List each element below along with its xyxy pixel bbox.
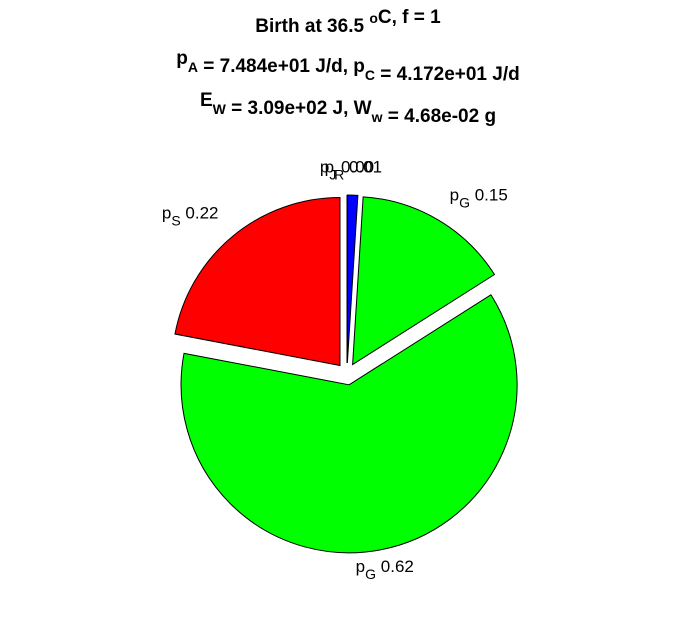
label-prefix: p xyxy=(356,557,365,576)
title-text: p xyxy=(176,48,188,69)
pie-slice xyxy=(174,197,341,367)
title-text: C, f = 1 xyxy=(378,7,441,28)
label-value: 0.22 xyxy=(185,204,218,223)
label-sub: S xyxy=(171,213,180,229)
title-text: Birth at 36.5 xyxy=(255,16,369,37)
label-prefix: p xyxy=(320,157,329,176)
title-text: = 4.68e-02 g xyxy=(383,106,497,127)
chart-title: Birth at 36.5 oC, f = 1 xyxy=(255,7,441,37)
slice-label: pR 0.01 xyxy=(325,157,382,182)
title-sub: w xyxy=(371,109,383,125)
label-sub: G xyxy=(459,194,470,210)
label-sub: G xyxy=(365,566,376,582)
title-sub: W xyxy=(213,101,227,117)
label-prefix: p xyxy=(450,185,459,204)
label-value: 0.00 xyxy=(341,157,374,176)
title-text: = 3.09e+02 J, W xyxy=(226,98,372,119)
label-sub: J xyxy=(329,166,336,182)
slice-label: pJ 0.00 xyxy=(320,157,374,182)
label-prefix: p xyxy=(162,204,171,223)
slice-label: pG 0.15 xyxy=(450,185,508,210)
title-text: = 7.484e+01 J/d, p xyxy=(198,56,365,77)
label-value: 0.01 xyxy=(349,157,382,176)
chart-title: EW = 3.09e+02 J, Ww = 4.68e-02 g xyxy=(200,90,496,127)
title-text: = 4.172e+01 J/d xyxy=(375,64,520,85)
pie-slice xyxy=(180,294,518,554)
chart-title: pA = 7.484e+01 J/d, pC = 4.172e+01 J/d xyxy=(176,48,519,85)
label-prefix: p xyxy=(325,157,334,176)
title-sub: A xyxy=(188,59,198,75)
pie-slice xyxy=(352,196,496,366)
title-sub: C xyxy=(365,67,375,83)
slice-label: pG 0.62 xyxy=(356,557,414,582)
label-value: 0.62 xyxy=(381,557,414,576)
slice-label: pS 0.22 xyxy=(162,204,219,229)
label-value: 0.15 xyxy=(475,185,508,204)
label-sub: R xyxy=(334,166,344,182)
title-sup: o xyxy=(369,10,378,26)
title-text: E xyxy=(200,90,213,111)
